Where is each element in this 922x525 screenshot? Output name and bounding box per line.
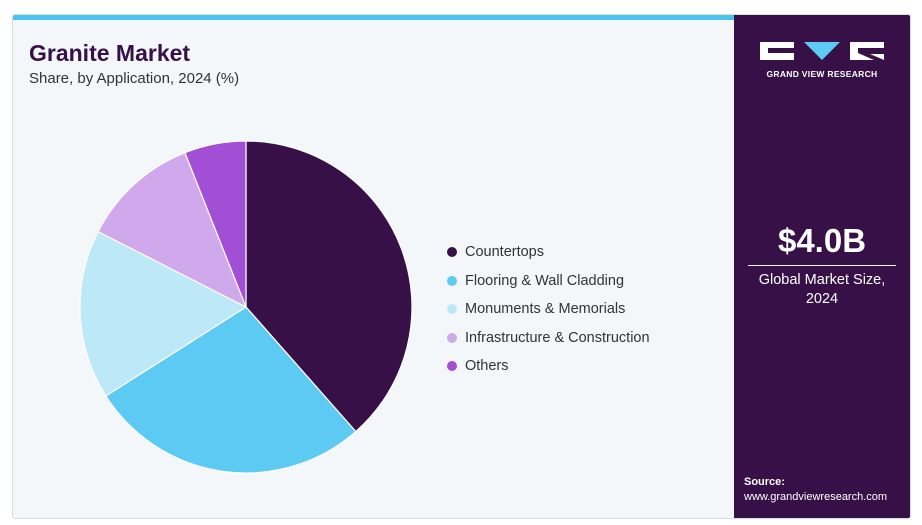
- pie-slice-others: [184, 140, 247, 308]
- pie-slice-countertops: [245, 140, 413, 433]
- legend-item: Others: [447, 352, 650, 381]
- legend-swatch: [447, 332, 457, 343]
- legend-swatch: [447, 275, 457, 286]
- pie-slice-infrastructure-construction: [97, 151, 248, 309]
- market-size-label-line2: 2024: [805, 291, 839, 307]
- market-size-label-line1: Global Market Size,: [758, 272, 886, 288]
- divider: [748, 265, 896, 266]
- legend-item: Flooring & Wall Cladding: [447, 267, 650, 296]
- legend-item: Countertops: [447, 238, 650, 267]
- chart-panel: Granite Market Share, by Application, 20…: [13, 15, 734, 518]
- source-label: Source:: [744, 476, 785, 488]
- legend-swatch: [447, 247, 457, 258]
- pie-chart: [79, 140, 413, 474]
- chart-subtitle: Share, by Application, 2024 (%): [29, 70, 240, 87]
- legend-label: Countertops: [465, 244, 544, 261]
- market-size-value: $4.0B: [777, 222, 867, 259]
- legend-label: Monuments & Memorials: [465, 301, 626, 318]
- infographic-card: Granite Market Share, by Application, 20…: [12, 14, 911, 519]
- legend-label: Flooring & Wall Cladding: [465, 272, 625, 289]
- logo-text: GRAND VIEW RESEARCH: [766, 69, 878, 79]
- summary-sidebar: GRAND VIEW RESEARCH $4.0B Global Market …: [734, 15, 910, 518]
- grand-view-research-logo: GRAND VIEW RESEARCH: [760, 38, 884, 79]
- legend-label: Others: [465, 358, 509, 375]
- legend-item: Infrastructure & Construction: [447, 324, 650, 353]
- pie-slice-monuments-memorials: [79, 230, 248, 397]
- gvr-logo-icon: [760, 42, 884, 60]
- market-size-label: Global Market Size, 2024: [734, 271, 910, 309]
- chart-title: Granite Market: [29, 40, 191, 66]
- legend-item: Monuments & Memorials: [447, 295, 650, 324]
- legend-swatch: [447, 304, 457, 315]
- legend-label: Infrastructure & Construction: [465, 329, 650, 346]
- legend-swatch: [447, 361, 457, 372]
- pie-slice-flooring-wall-cladding: [105, 306, 357, 474]
- source-link[interactable]: www.grandviewresearch.com: [744, 491, 888, 503]
- chart-legend: Countertops Flooring & Wall Cladding Monum…: [447, 238, 650, 381]
